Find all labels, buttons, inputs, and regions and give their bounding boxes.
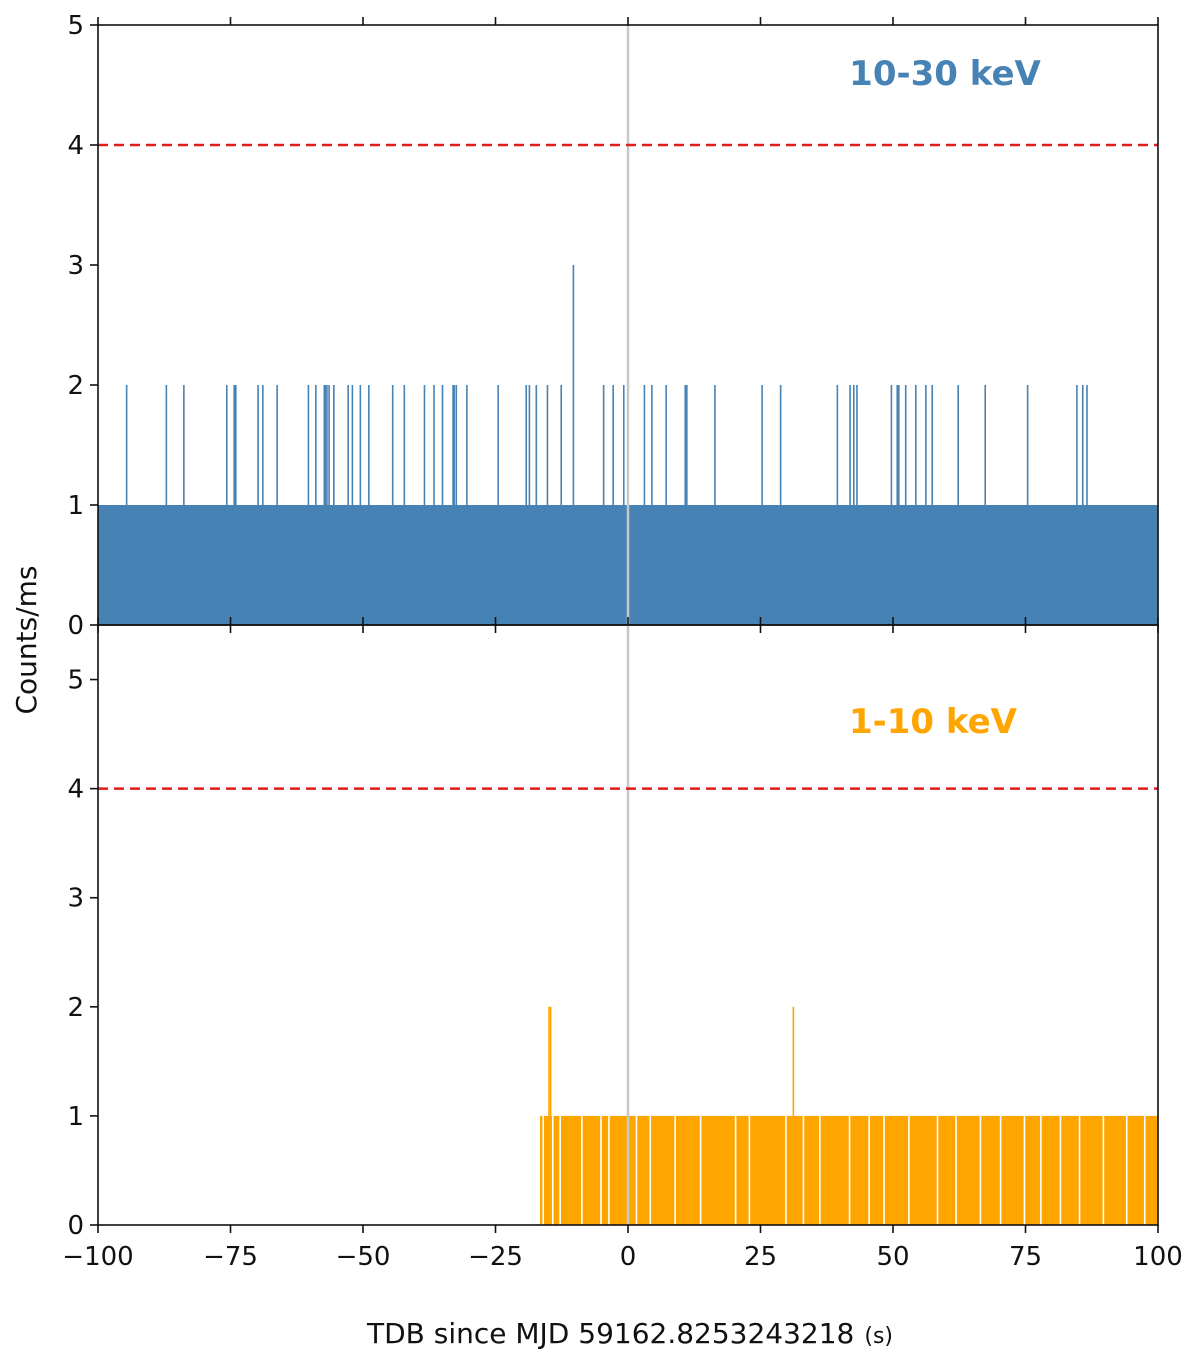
panel-10-30-kev: 0 1 2 3 4 5 10-30 keV (67, 11, 1159, 641)
energy-band-label: 1-10 keV (849, 702, 1018, 742)
x-axis-label-text: TDB since MJD 59162.8253243218 (366, 1317, 854, 1350)
y-tick-label: 5 (67, 11, 84, 41)
x-tick-label: −75 (203, 1242, 258, 1272)
x-tick-label: 25 (744, 1242, 777, 1272)
y-tick-label: 5 (67, 666, 84, 696)
y-tick-label: 1 (67, 491, 84, 521)
x-tick-label: 75 (1009, 1242, 1042, 1272)
y-tick-label: 2 (67, 993, 84, 1023)
y-tick-label: 3 (67, 251, 84, 281)
y-axis-label: Counts/ms (10, 565, 43, 714)
y-tick-label: 2 (67, 371, 84, 401)
x-axis-label: TDB since MJD 59162.8253243218 (s) (366, 1317, 893, 1350)
x-tick-label: 50 (876, 1242, 909, 1272)
x-tick-label: −25 (468, 1242, 523, 1272)
y-tick-label: 1 (67, 1102, 84, 1132)
y-tick-label: 0 (67, 611, 84, 641)
common-labels: Counts/ms TDB since MJD 59162.8253243218… (10, 565, 893, 1350)
energy-band-label: 10-30 keV (849, 54, 1041, 94)
y-tick-label: 3 (67, 884, 84, 914)
y-tick-label: 4 (67, 131, 84, 161)
x-axis-label-unit: (s) (864, 1324, 893, 1349)
x-tick-label: 0 (620, 1242, 637, 1272)
x-tick-label: −100 (62, 1242, 133, 1272)
y-tick-label: 0 (67, 1211, 84, 1241)
panel-1-10-kev: 0 1 2 3 4 5 −100 −75 −50 −25 0 25 50 75 100 1-10 keV (62, 617, 1183, 1272)
x-tick-label: 100 (1133, 1242, 1183, 1272)
y-tick-label: 4 (67, 775, 84, 805)
x-tick-label: −50 (336, 1242, 391, 1272)
